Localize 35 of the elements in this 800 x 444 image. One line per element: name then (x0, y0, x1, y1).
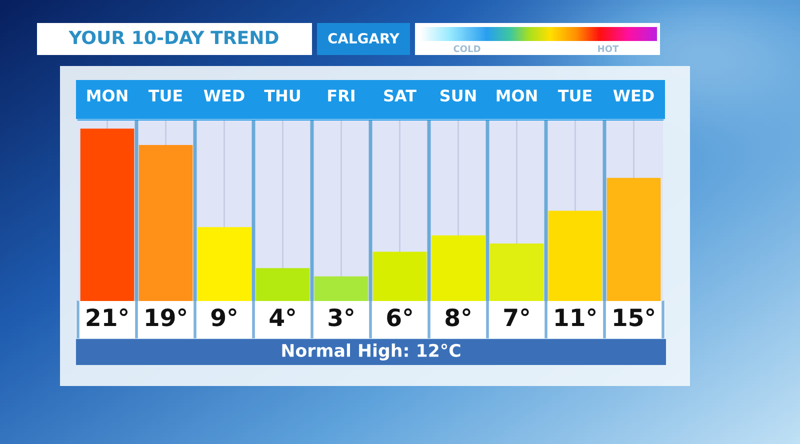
data-label: 4° (270, 308, 295, 326)
data-label: 15° (614, 308, 654, 326)
x-tick-label: TUE (148, 90, 182, 102)
chart-title: YOUR 10-DAY TREND (68, 30, 278, 44)
bar (606, 178, 661, 301)
bar (80, 128, 134, 301)
bar (490, 244, 544, 301)
data-label: 7° (504, 308, 529, 326)
x-tick-label: MON (87, 90, 128, 102)
bar (314, 276, 368, 301)
data-label: 6° (387, 308, 412, 326)
text: HOT (598, 45, 619, 52)
x-tick-label: SAT (384, 90, 416, 102)
x-tick-label: SUN (440, 90, 476, 102)
bar (548, 210, 602, 301)
data-label: 11° (556, 308, 596, 326)
data-label: 19° (146, 308, 186, 326)
x-tick-label: WED (613, 90, 654, 102)
x-tick-label: WED (204, 90, 244, 102)
x-tick-label: TUE (558, 90, 592, 102)
bar (256, 268, 310, 301)
data-label: 3° (328, 308, 354, 326)
bar (138, 145, 193, 301)
data-label: 21° (86, 308, 128, 326)
x-tick-label: THU (264, 90, 300, 102)
x-tick-label: MON (496, 90, 537, 102)
data-label: 8° (446, 308, 470, 326)
text: COLD (454, 45, 480, 52)
bar (431, 235, 486, 301)
bar (197, 227, 252, 301)
x-tick-label: FRI (328, 90, 354, 102)
bar (372, 252, 427, 301)
text: Normal High: 12°C (282, 344, 460, 360)
data-label: 9° (211, 308, 236, 326)
chart-subtitle: CALGARY (328, 33, 400, 44)
